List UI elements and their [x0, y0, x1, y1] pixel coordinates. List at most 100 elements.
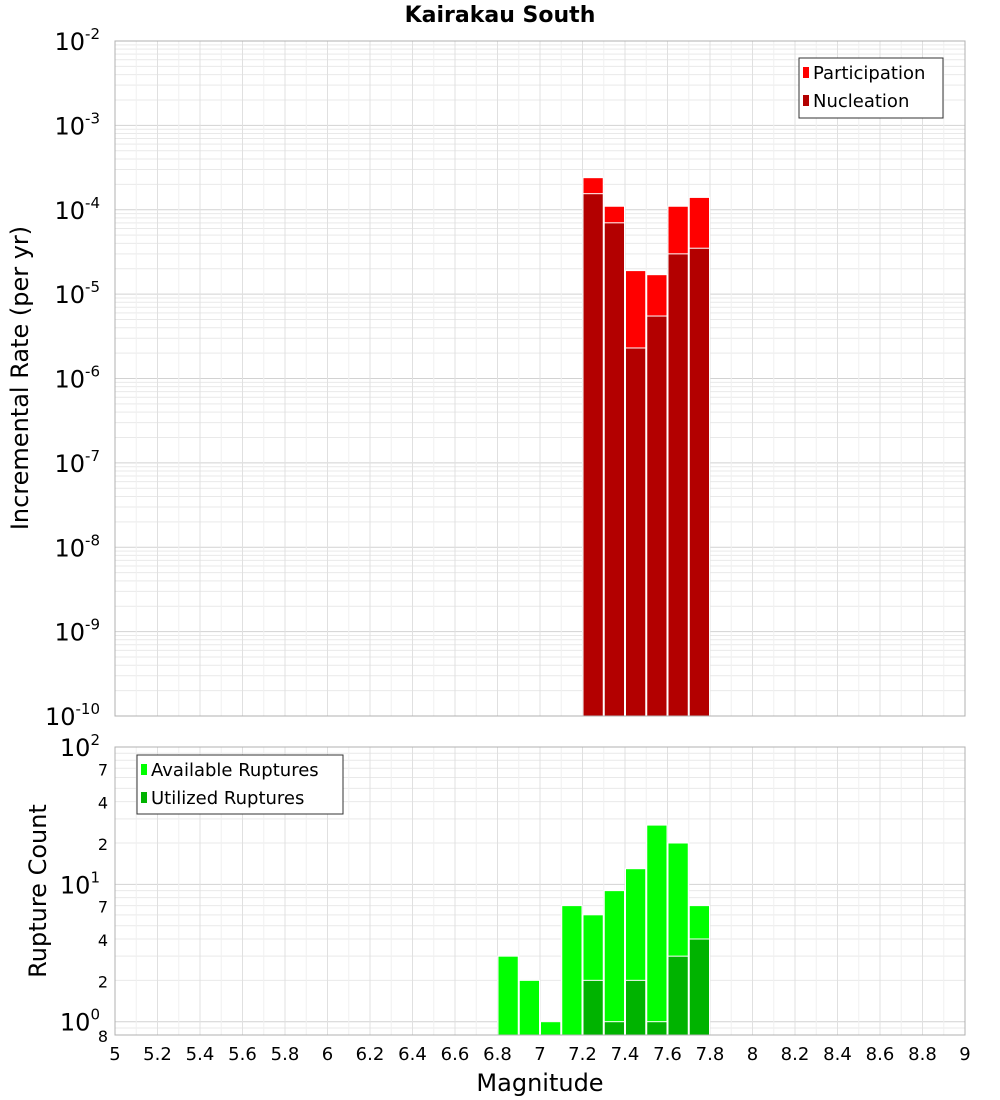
y-tick-label: 10-8	[54, 531, 100, 562]
x-tick-label: 8	[747, 1044, 758, 1065]
y-tick-label: 101	[60, 868, 100, 899]
bottom-y-axis-label: Rupture Count	[24, 804, 52, 978]
x-tick-label: 7.8	[696, 1044, 725, 1065]
legend-box	[136, 754, 344, 815]
x-axis-label: Magnitude	[476, 1069, 603, 1097]
utilized-ruptures-bar	[625, 979, 647, 1036]
x-tick-label: 6.2	[356, 1044, 385, 1065]
y-tick-label: 8	[98, 1027, 108, 1046]
available-ruptures-bar	[646, 824, 668, 1036]
x-tick-label: 7.2	[568, 1044, 597, 1065]
legend-label-nucleation: Nucleation	[813, 91, 909, 112]
nucleation-bar	[582, 193, 604, 717]
y-tick-exponent: 1	[90, 868, 100, 886]
y-tick-label: 10-4	[54, 194, 100, 225]
y-tick-label: 10-5	[54, 278, 100, 309]
y-tick-exponent: 2	[90, 731, 100, 749]
y-tick-base: 10	[45, 703, 76, 731]
x-tick-label: 8.6	[866, 1044, 895, 1065]
y-tick-exponent: -3	[85, 109, 100, 127]
x-tick-label: 5.4	[186, 1044, 215, 1065]
bottom-legend: Available Ruptures Utilized Ruptures	[136, 754, 344, 815]
y-tick-label: 10-6	[54, 363, 100, 394]
utilized-ruptures-bar	[688, 938, 710, 1036]
x-tick-label: 5.8	[271, 1044, 300, 1065]
utilized-ruptures-bar	[603, 1021, 625, 1036]
top-plot-frame	[114, 40, 966, 717]
y-tick-label: 10-3	[54, 109, 100, 140]
chart-title: Kairakau South	[405, 3, 596, 28]
participation-plot: 10-210-310-410-510-610-710-810-910-10Par…	[45, 25, 966, 731]
top-y-tick-labels: 10-210-310-410-510-610-710-810-910-10	[45, 25, 100, 731]
x-tick-label: 7.6	[653, 1044, 682, 1065]
x-tick-labels: 5 5.2 5.4 5.6 5.8 6 6.2 6.4 6.6 6.8 7 7.2 7.4 7.6 7.8 8…	[109, 1044, 970, 1065]
available-ruptures-bar	[603, 890, 625, 1036]
legend-swatch-nucleation	[803, 95, 809, 106]
utilized-ruptures-bar	[646, 1021, 668, 1036]
y-tick-exponent: -6	[85, 363, 100, 381]
y-tick-exponent: -2	[85, 25, 100, 43]
legend-box	[798, 57, 944, 119]
x-tick-label: 8.2	[781, 1044, 810, 1065]
y-tick-exponent: -7	[85, 447, 100, 465]
nucleation-bar	[603, 222, 625, 717]
nucleation-bar	[625, 347, 647, 717]
x-tick-label: 9	[959, 1044, 970, 1065]
series-available-ruptures	[497, 824, 710, 1036]
x-tick-label: 5.2	[143, 1044, 172, 1065]
series-utilized-ruptures	[582, 938, 710, 1036]
top-legend: Participation Nucleation	[798, 57, 944, 119]
utilized-ruptures-bar	[582, 979, 604, 1036]
y-tick-exponent: -8	[85, 531, 100, 549]
utilized-ruptures-bar	[667, 955, 689, 1036]
nucleation-bar	[667, 253, 689, 717]
top-vertical-grid	[114, 41, 966, 716]
y-tick-exponent: 0	[90, 1006, 100, 1024]
y-tick-exponent: -4	[85, 194, 100, 212]
x-tick-label: 6.8	[483, 1044, 512, 1065]
x-tick-label: 5	[109, 1044, 120, 1065]
x-tick-label: 6	[322, 1044, 333, 1065]
available-ruptures-bar	[561, 905, 583, 1036]
y-tick-exponent: -5	[85, 278, 100, 296]
legend-swatch-available-ruptures	[141, 764, 147, 775]
available-ruptures-bar	[518, 979, 540, 1036]
legend-label-utilized-ruptures: Utilized Ruptures	[151, 788, 304, 809]
y-tick-base: 10	[60, 871, 91, 899]
y-tick-base: 10	[54, 112, 85, 140]
y-tick-label: 100	[60, 1006, 100, 1037]
legend-label-participation: Participation	[813, 63, 925, 84]
legend-swatch-utilized-ruptures	[141, 792, 147, 803]
available-ruptures-bar	[540, 1021, 562, 1036]
x-tick-label: 6.4	[398, 1044, 427, 1065]
y-tick-base: 10	[54, 450, 85, 478]
nucleation-bar	[646, 315, 668, 717]
y-tick-base: 10	[54, 281, 85, 309]
nucleation-bar	[688, 247, 710, 717]
y-tick-label: 2	[98, 972, 108, 991]
y-tick-base: 10	[54, 534, 85, 562]
available-ruptures-bar	[497, 955, 519, 1036]
x-tick-label: 7	[534, 1044, 545, 1065]
y-tick-label: 10-7	[54, 447, 100, 478]
y-tick-exponent: -10	[76, 700, 101, 718]
x-tick-label: 5.6	[228, 1044, 257, 1065]
x-tick-label: 8.4	[823, 1044, 852, 1065]
y-tick-label: 10-9	[54, 616, 100, 647]
y-tick-base: 10	[54, 366, 85, 394]
y-tick-base: 10	[60, 1009, 91, 1037]
y-tick-label: 7	[98, 898, 108, 917]
y-tick-base: 10	[54, 197, 85, 225]
y-tick-label: 4	[98, 931, 108, 950]
legend-swatch-participation	[803, 67, 809, 78]
y-tick-label: 7	[98, 760, 108, 779]
top-y-axis-label: Incremental Rate (per yr)	[6, 226, 34, 530]
y-tick-label: 102	[60, 731, 100, 762]
y-tick-label: 10-2	[54, 25, 100, 56]
y-tick-label: 2	[98, 835, 108, 854]
legend-label-available-ruptures: Available Ruptures	[151, 760, 319, 781]
y-tick-base: 10	[54, 619, 85, 647]
